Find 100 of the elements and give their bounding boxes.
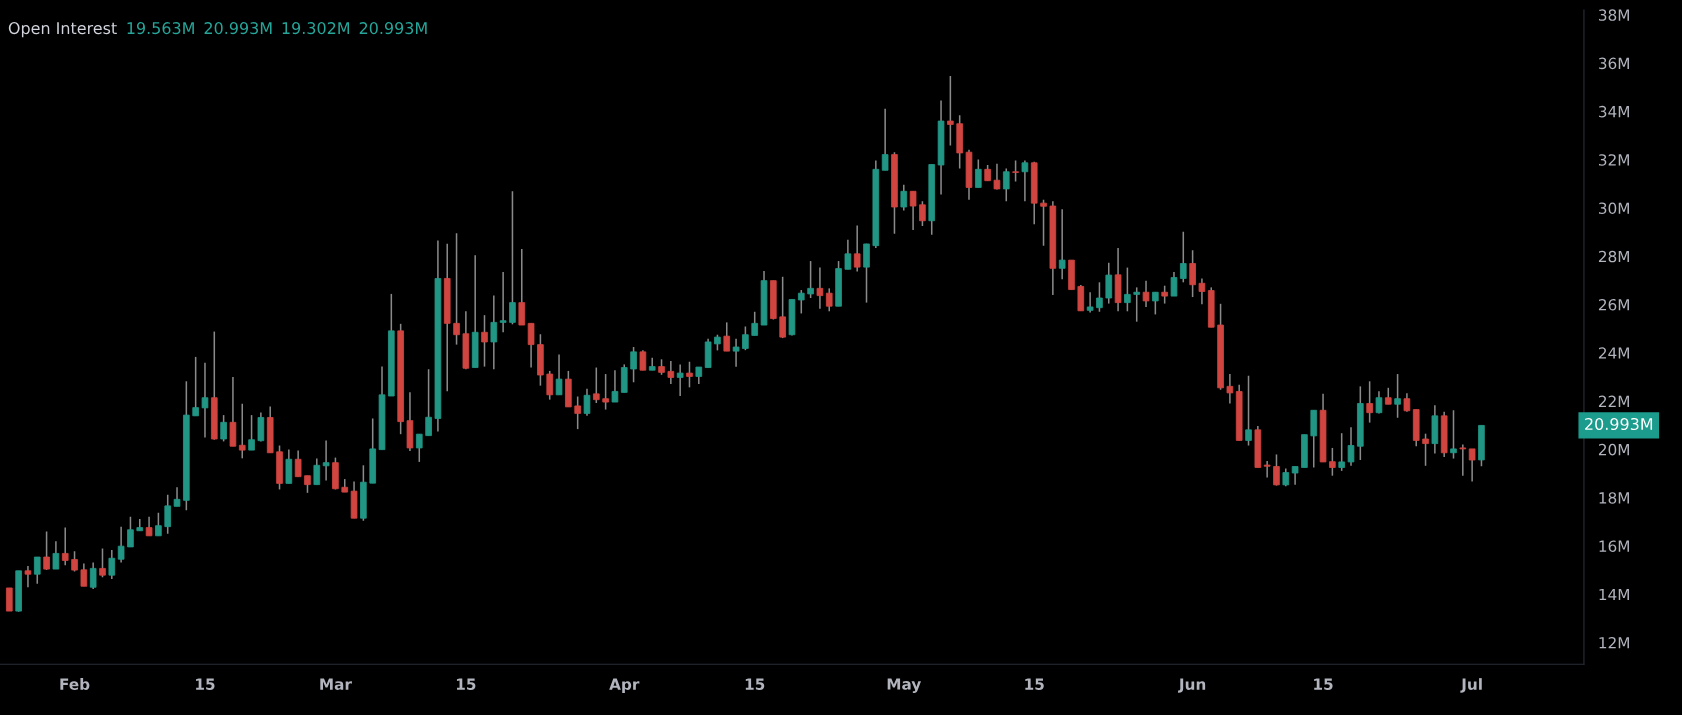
candlestick (322, 439, 330, 482)
candlestick (164, 493, 172, 535)
candlestick (593, 366, 600, 404)
candlestick (453, 232, 460, 346)
candlestick (155, 512, 162, 537)
x-tick-label: Apr (609, 678, 640, 693)
candlestick (993, 163, 1001, 191)
candlestick (1394, 373, 1401, 419)
candlestick (490, 294, 498, 370)
candlestick (24, 565, 32, 588)
annotation: 19.563M (127, 22, 194, 35)
candlestick (229, 376, 237, 448)
candlestick (779, 276, 786, 339)
y-tick-label: 38M (1598, 9, 1629, 21)
x-tick-label: Jul (1460, 678, 1482, 693)
candlestick (676, 363, 684, 397)
x-tick-label: Jun (1178, 678, 1206, 693)
candlestick (220, 414, 227, 443)
x-tick-label: 15 (456, 678, 476, 690)
candlestick (1152, 291, 1159, 316)
candlestick (71, 550, 78, 573)
candlestick (1086, 291, 1094, 314)
candlestick (6, 587, 13, 612)
candlestick (294, 449, 302, 478)
x-tick-label: 15 (1314, 678, 1333, 690)
candlestick (61, 526, 69, 567)
candlestick (1133, 286, 1141, 323)
candlestick (1422, 432, 1429, 467)
candlestick (844, 239, 852, 271)
candlestick (742, 325, 749, 351)
candlestick (80, 562, 88, 588)
y-tick-label: 24M (1598, 347, 1629, 359)
candlestick (1012, 159, 1019, 183)
candlestick (825, 287, 833, 313)
y-tick-label: 36M (1598, 57, 1629, 70)
candlestick (117, 525, 125, 564)
candlestick (43, 530, 50, 571)
candlestick (881, 107, 889, 172)
candlestick (863, 242, 870, 304)
candlestick (192, 356, 199, 417)
candlestick (1105, 262, 1113, 305)
candlestick (1347, 426, 1355, 467)
y-tick-label: 22M (1598, 395, 1629, 407)
candlestick (975, 158, 982, 189)
x-tick-label: Mar (320, 678, 352, 690)
candlestick (313, 457, 321, 486)
candlestick (816, 266, 824, 310)
text: 20.993M (1585, 417, 1653, 431)
candlestick (257, 411, 265, 443)
candlestick (1096, 281, 1103, 313)
candlestick (1040, 198, 1047, 247)
candlestick (1002, 167, 1010, 202)
candlestick (667, 360, 675, 385)
y-tick-label: 16M (1599, 540, 1629, 552)
candlestick (1124, 266, 1131, 313)
candlestick (751, 311, 759, 337)
candlestick (173, 486, 181, 508)
candlestick (1198, 277, 1206, 306)
candlestick (1142, 279, 1150, 308)
candlestick (499, 271, 507, 334)
candlestick (732, 338, 740, 368)
annotation: 20.993M (204, 22, 272, 35)
candlestick (686, 360, 693, 389)
candlestick (1450, 409, 1457, 460)
candlestick (909, 190, 917, 231)
candlestick (1273, 453, 1280, 487)
text: Open Interest (8, 22, 117, 38)
candlestick (1403, 392, 1411, 413)
candlestick (1291, 465, 1299, 486)
candlestick (723, 321, 731, 352)
y-tick-label: 12M (1599, 636, 1629, 649)
candlestick (546, 370, 554, 401)
candlestick (1338, 432, 1345, 472)
candlestick (425, 368, 432, 437)
candlestick (919, 200, 926, 227)
candlestick (583, 388, 591, 417)
y-tick-label: 26M (1598, 299, 1629, 311)
candlestick (602, 373, 609, 411)
candlestick (1179, 230, 1187, 284)
y-tick-label: 28M (1598, 250, 1629, 263)
y-tick-label: 30M (1598, 202, 1629, 214)
y-tick-label: 34M (1598, 105, 1629, 118)
candlestick (52, 540, 60, 570)
candlestick (555, 353, 563, 396)
x-tick-label: 15 (1025, 678, 1044, 690)
candlestick (509, 190, 516, 326)
candlestick (33, 556, 41, 585)
candlestick (797, 289, 805, 315)
y-tick-label: 18M (1599, 492, 1629, 504)
candlestick (99, 547, 106, 579)
candlestick (1058, 208, 1066, 280)
candlestick (108, 549, 116, 580)
candlestick (481, 314, 488, 368)
candlestick (201, 361, 209, 439)
candlestick (1245, 374, 1252, 447)
annotation: 20.993M (359, 22, 427, 35)
candlestick (415, 433, 423, 463)
candlestick (639, 349, 647, 371)
y-tick-label: 32M (1598, 154, 1629, 166)
x-tick-label: May (887, 678, 921, 693)
